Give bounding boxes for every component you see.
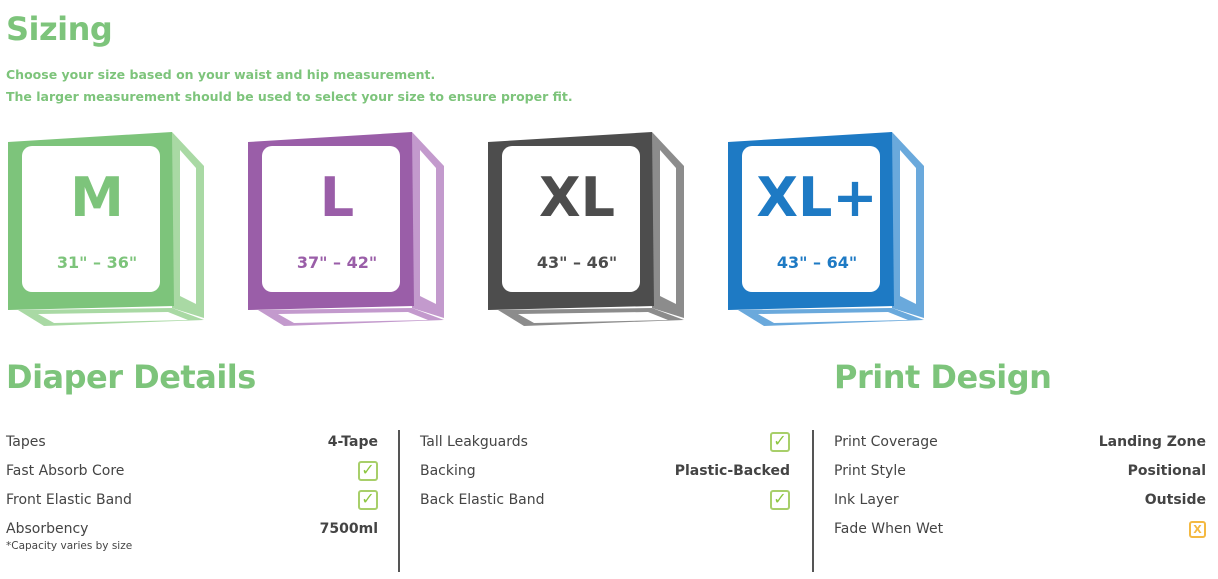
detail-label: Ink Layer — [834, 492, 899, 508]
size-label: XL+ — [756, 166, 878, 229]
detail-label: Absorbency — [6, 521, 89, 537]
detail-row: Tapes 4-Tape — [6, 431, 378, 453]
detail-label: Backing — [420, 463, 476, 479]
detail-row: Fast Absorb Core ✓ — [6, 460, 378, 482]
detail-value: Plastic-Backed — [674, 463, 790, 479]
sizing-title: Sizing — [6, 10, 113, 48]
detail-label: Fast Absorb Core — [6, 463, 125, 479]
detail-row: Print Style Positional — [834, 460, 1206, 482]
sizing-instruction-1: Choose your size based on your waist and… — [6, 67, 436, 82]
detail-row: Tall Leakguards ✓ — [420, 431, 790, 453]
detail-row: Fade When Wet X — [834, 518, 1206, 540]
diaper-details-title: Diaper Details — [6, 358, 256, 396]
size-range: 31" – 36" — [56, 253, 138, 272]
block-graphic — [248, 132, 444, 326]
detail-label: Print Style — [834, 463, 906, 479]
detail-row: Backing Plastic-Backed — [420, 460, 790, 482]
size-block-l: L 37" – 42" — [248, 128, 468, 328]
detail-label: Print Coverage — [834, 434, 938, 450]
block-graphic — [728, 132, 924, 326]
detail-value: Landing Zone — [1098, 434, 1206, 450]
column-divider — [398, 430, 400, 572]
size-block-m: M 31" – 36" — [8, 128, 228, 328]
size-label: XL — [538, 166, 616, 229]
detail-value: 4-Tape — [327, 434, 378, 450]
size-block-xl: XL 43" – 46" — [488, 128, 708, 328]
detail-value: 7500ml — [319, 521, 378, 537]
size-block-xl-plus: XL+ 43" – 64" — [728, 128, 948, 328]
block-graphic — [488, 132, 684, 326]
detail-row: Ink Layer Outside — [834, 489, 1206, 511]
detail-label: Back Elastic Band — [420, 492, 545, 508]
detail-row: Back Elastic Band ✓ — [420, 489, 790, 511]
checkmark-icon: ✓ — [358, 490, 378, 510]
detail-row: Absorbency 7500ml — [6, 518, 378, 540]
column-divider — [812, 430, 814, 572]
detail-label: Tapes — [6, 434, 46, 450]
checkmark-icon: ✓ — [770, 432, 790, 452]
size-range: 37" – 42" — [296, 253, 378, 272]
size-label: M — [70, 166, 124, 229]
checkmark-icon: ✓ — [770, 490, 790, 510]
detail-label: Front Elastic Band — [6, 492, 132, 508]
detail-row: Print Coverage Landing Zone — [834, 431, 1206, 453]
size-label: L — [319, 166, 355, 229]
detail-value: Outside — [1144, 492, 1206, 508]
detail-row: Front Elastic Band ✓ — [6, 489, 378, 511]
capacity-note: *Capacity varies by size — [6, 540, 133, 552]
checkmark-icon: ✓ — [358, 461, 378, 481]
print-design-title: Print Design — [834, 358, 1052, 396]
size-range: 43" – 64" — [776, 253, 858, 272]
cross-icon: X — [1189, 520, 1206, 538]
size-range: 43" – 46" — [536, 253, 618, 272]
detail-label: Fade When Wet — [834, 521, 944, 537]
detail-label: Tall Leakguards — [420, 434, 528, 450]
sizing-instruction-2: The larger measurement should be used to… — [6, 89, 573, 104]
block-graphic — [8, 132, 204, 326]
detail-value: Positional — [1127, 463, 1206, 479]
